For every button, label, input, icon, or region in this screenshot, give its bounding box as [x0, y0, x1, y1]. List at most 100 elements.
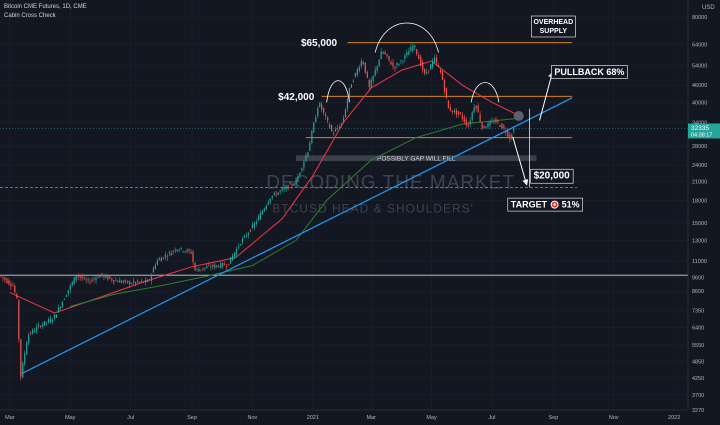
- candle-body: [152, 268, 155, 273]
- candle-body: [366, 72, 368, 78]
- price-tick-label: 18000: [692, 198, 707, 204]
- candle-body: [435, 57, 438, 63]
- candle-body: [135, 282, 137, 284]
- right-shoulder-arc: [470, 82, 500, 103]
- price-tick-label: 34000: [692, 120, 707, 126]
- candle-body: [479, 114, 481, 122]
- candle-body: [408, 51, 410, 56]
- candle-body: [433, 57, 436, 63]
- price-tick-label: 9600: [692, 276, 704, 282]
- candle-body: [445, 87, 448, 98]
- candle-body: [273, 192, 275, 195]
- candle-body: [45, 322, 48, 323]
- candle-body: [398, 63, 400, 65]
- candle-body: [249, 230, 252, 232]
- candle-body: [370, 80, 372, 88]
- candle-body: [75, 275, 77, 281]
- candle-body: [32, 329, 34, 334]
- candle-body: [55, 314, 58, 318]
- candle-body: [453, 110, 455, 112]
- candle-body: [166, 256, 168, 258]
- candle-body: [235, 248, 238, 255]
- candle-body: [101, 273, 103, 276]
- price-tick-label: 46000: [692, 83, 707, 89]
- candle-body: [495, 119, 497, 123]
- price-tick-label: 15000: [692, 221, 707, 227]
- trendline: [21, 97, 573, 375]
- label-42000-text: $42,000: [278, 92, 315, 103]
- candle-body: [418, 54, 420, 60]
- candle-body: [91, 279, 93, 281]
- annotations: $65,000 $42,000 $20,000 OVERHEAD SUPPLY …: [276, 15, 628, 212]
- candle-body: [2, 276, 4, 279]
- label-42000: $42,000: [276, 91, 317, 104]
- candle-body: [243, 235, 246, 238]
- candle-body: [392, 62, 394, 67]
- candle-body: [311, 131, 313, 144]
- candle-body: [0, 275, 2, 277]
- candle-body: [344, 109, 347, 118]
- candle-body: [107, 275, 109, 280]
- price-tick-label: 24000: [692, 163, 707, 169]
- candle-body: [253, 223, 256, 228]
- candle-body: [437, 65, 440, 67]
- candle-body: [293, 183, 295, 186]
- candle-body: [71, 281, 73, 286]
- candle-body: [129, 281, 131, 285]
- candle-body: [214, 264, 216, 268]
- pullback-label-text: PULLBACK 68%: [554, 67, 624, 77]
- time-axis[interactable]: Mar May Jul Sep Nov 2021 Mar May Jul Sep Nov 2022: [0, 409, 688, 421]
- price-tick-label: 11000: [692, 259, 707, 265]
- candle-body: [295, 180, 297, 185]
- candle-body: [503, 125, 505, 129]
- candle-body: [180, 247, 182, 249]
- candle-body: [26, 342, 28, 355]
- candle-body: [471, 112, 473, 120]
- candle-body: [73, 277, 75, 285]
- candle-body: [481, 122, 483, 129]
- candle-body: [451, 110, 454, 113]
- candle-body: [113, 280, 115, 283]
- target-icon: [550, 200, 559, 209]
- candle-body: [334, 129, 337, 132]
- candle-body: [142, 281, 145, 283]
- price-tick-label: 3700: [692, 393, 704, 399]
- candle-body: [146, 280, 149, 283]
- candle-body: [356, 69, 358, 76]
- candle-body: [156, 260, 159, 265]
- candle-body: [138, 281, 141, 283]
- candle-body: [467, 124, 469, 127]
- candle-body: [269, 198, 271, 203]
- price-axis[interactable]: 80000 64000 54000 46000 40000 34000 28000 24000…: [687, 0, 720, 425]
- candle-body: [358, 67, 360, 71]
- candle-body: [178, 250, 180, 251]
- target-label-text: TARGET: [511, 200, 548, 210]
- candle-body: [475, 105, 477, 109]
- candle-body: [224, 264, 226, 266]
- candle-body: [4, 277, 6, 281]
- candle-body: [117, 281, 119, 283]
- target-arrow: [512, 136, 529, 186]
- candle-body: [216, 265, 218, 267]
- candle-body: [376, 66, 378, 71]
- candle-body: [176, 249, 178, 252]
- candle-body: [154, 265, 157, 269]
- candle-body: [364, 62, 366, 73]
- candle-body: [394, 66, 396, 69]
- candle-body: [111, 278, 113, 281]
- candle-body: [350, 84, 353, 88]
- candle-body: [402, 60, 404, 62]
- candle-body: [352, 80, 355, 82]
- candle-body: [317, 108, 319, 116]
- candle-body: [47, 319, 50, 323]
- candle-body: [259, 213, 261, 220]
- candle-body: [182, 251, 184, 253]
- label-65000-text: $65,000: [301, 38, 338, 49]
- candle-body: [497, 120, 499, 123]
- watermark-title: DECODING THE MARKET: [266, 173, 515, 194]
- candle-body: [97, 276, 99, 278]
- candle-body: [372, 75, 374, 82]
- candle-body: [18, 299, 20, 340]
- candle-body: [247, 233, 250, 236]
